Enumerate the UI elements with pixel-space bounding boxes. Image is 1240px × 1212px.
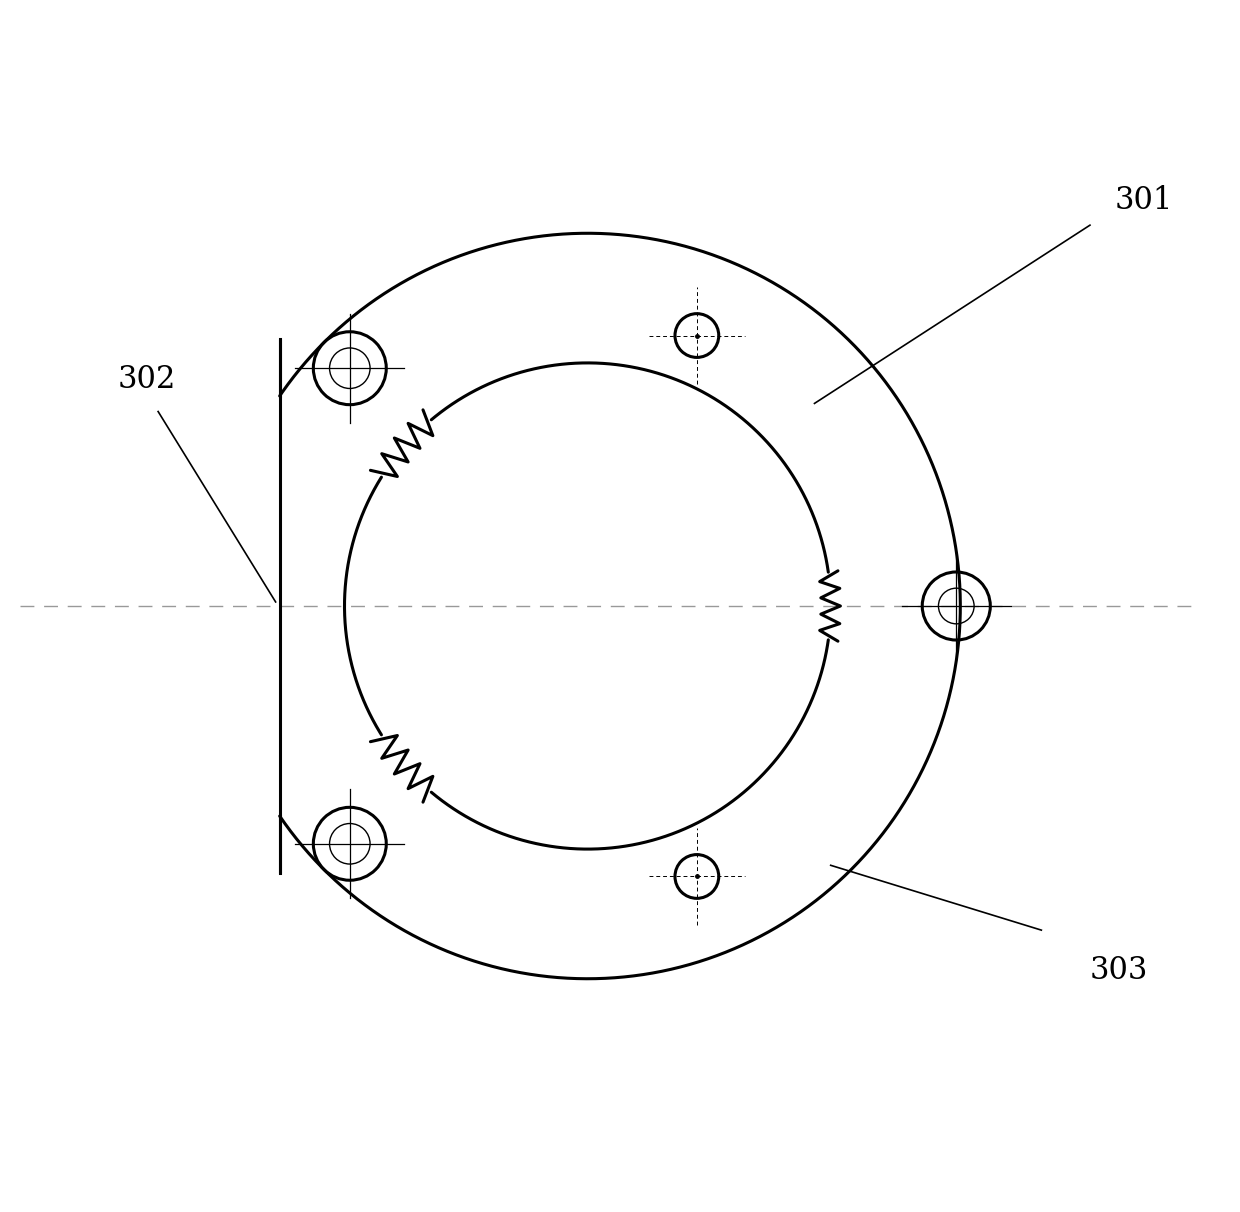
Text: 301: 301 bbox=[1115, 185, 1173, 217]
Text: 303: 303 bbox=[1090, 955, 1148, 987]
Text: 302: 302 bbox=[118, 364, 176, 395]
